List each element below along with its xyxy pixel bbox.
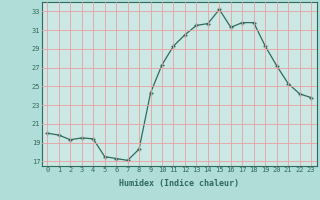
X-axis label: Humidex (Indice chaleur): Humidex (Indice chaleur): [119, 179, 239, 188]
